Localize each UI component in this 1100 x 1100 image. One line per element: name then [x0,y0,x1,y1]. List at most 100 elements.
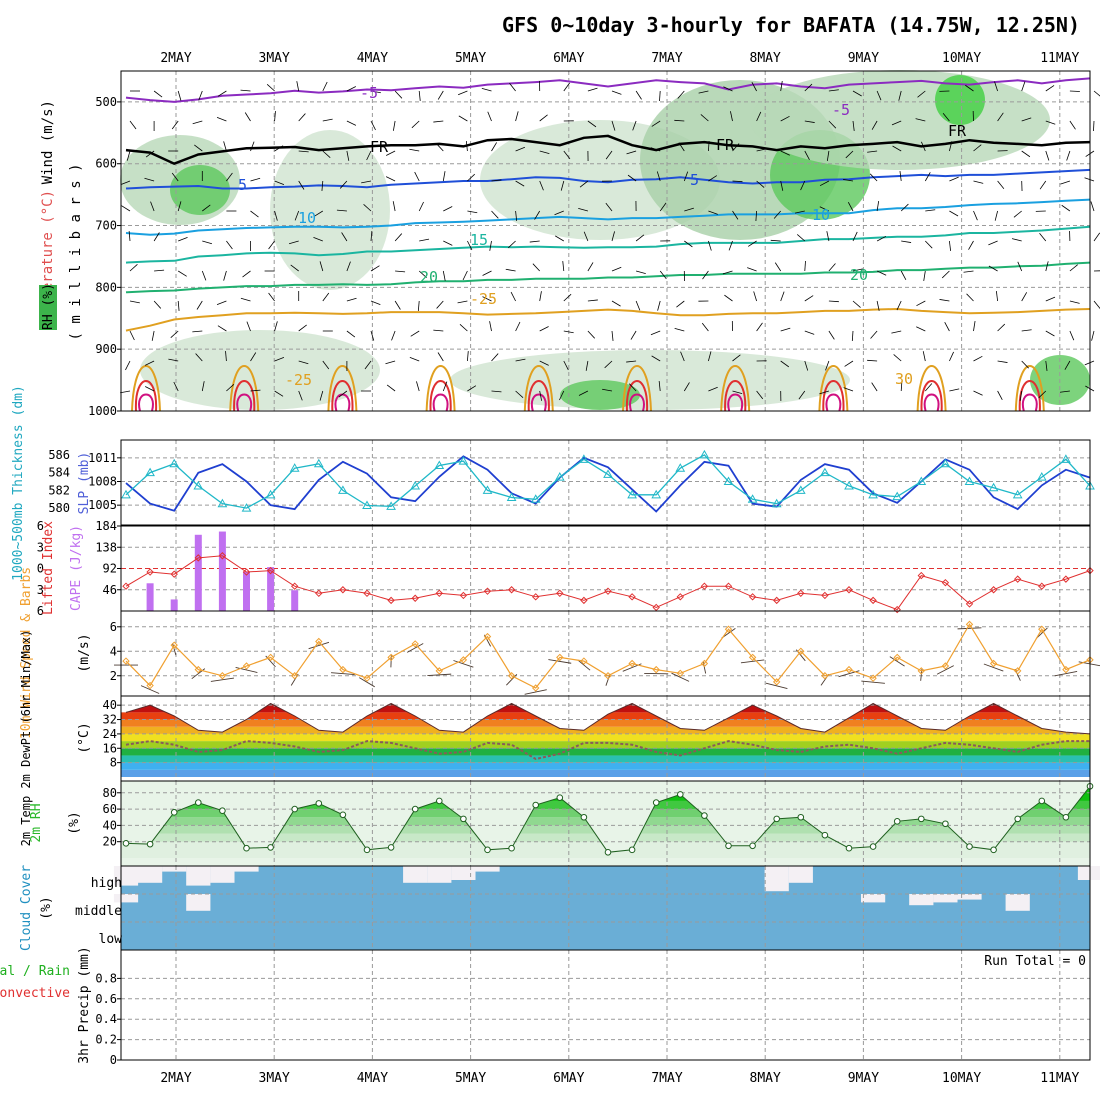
surface-contour [727,393,744,412]
wind-barb [1021,329,1032,332]
wind-barb [487,111,492,122]
wind-barb [409,148,420,152]
isotherm-label: 10 [298,209,316,227]
wind-barb [708,240,712,251]
top-date-label: 10MAY [942,51,981,66]
rh-blob [560,380,640,410]
wind-barb [409,357,420,362]
wind-barb [510,291,516,302]
thickness-point [1012,489,1023,499]
wind-barb [515,180,525,187]
wind-barb [1093,120,1095,132]
wind-barb [843,179,854,182]
wind-barb [563,360,569,371]
lifted-point [845,586,853,594]
rh-blob [270,130,390,290]
wind10m-point [772,678,781,686]
wind-barb [216,300,227,305]
cloud-label: Cloud Cover [19,865,34,951]
surface-contour [822,380,845,412]
wind-barb [966,293,974,302]
ytick-label: 138 [95,540,117,554]
wind-barb [539,114,548,122]
wind-barb [1069,300,1080,304]
wind-barb [825,360,830,371]
temp-band [121,748,1090,756]
wind-barb [290,264,299,272]
surface-contour [916,365,947,412]
wind-barb [178,237,188,242]
bottom-date-label: 8MAY [750,1071,781,1086]
thickness-tick: 586 [48,448,70,462]
wind-barb [611,231,615,242]
wind-barb [274,321,278,332]
wind-barb [997,390,1003,401]
lifted-point [676,593,685,601]
wind-barb [125,360,131,371]
wind-barb [370,300,381,305]
wind-barb [828,263,836,272]
wind-barb [869,173,878,182]
wind-barb [515,111,519,122]
wind-barb [313,237,323,242]
wind-barb [195,353,203,362]
ytick-label: 60 [103,802,117,816]
wind-barb [684,240,693,248]
surface-contour [236,393,253,412]
thickness-point [241,503,252,512]
wind-barb [419,238,430,242]
top-date-label: 11MAY [1040,51,1079,66]
wind-barb [1045,85,1055,92]
wind-barb [128,231,131,242]
thickness-tick: 580 [48,501,70,515]
wind-barb [587,330,596,339]
ytick-label: 4 [110,644,117,658]
temp-band [121,733,1090,742]
wind-barb [674,119,685,122]
lifted-point [965,600,974,608]
wind10m-barb [605,673,611,686]
wind10m-point [628,659,636,668]
wind-barb [828,120,837,129]
ytick-label: 2 [110,669,117,683]
cloud-cell [210,866,235,883]
wind-barb [467,210,478,214]
wind-barb [915,118,926,122]
wind-barb [322,81,328,92]
rh2m-grid [121,781,1090,866]
wind-barb [973,180,984,184]
wind-barb [941,270,950,279]
wind-barb [121,205,131,212]
wind-barb [202,240,213,245]
wind-barb [997,360,1008,363]
lifted-point [266,566,275,575]
lifted-tick: 6 [37,519,44,533]
upper-wind-label: Wind (m/s) [40,100,56,184]
wind-barb [361,180,372,184]
lifted-point [580,596,588,605]
thickness-point [820,467,830,477]
wind-barb [924,172,931,182]
wind-barb [924,383,933,392]
wind-barb [1061,204,1071,212]
slp-line [125,455,1091,513]
wind-barb [751,81,757,92]
wind10m-barb [483,634,492,647]
wind-barb [395,270,406,273]
wind-barb [585,360,589,371]
surface-contour [425,365,456,412]
wind-barb [223,141,227,152]
wind-barb [1045,150,1050,161]
ytick-label: 500 [95,95,117,109]
rh2m-point [363,846,371,854]
wind-barb [939,299,950,302]
wind-barb [973,210,978,221]
wind-barb [819,390,830,395]
wind-barb [250,141,255,152]
bottom-date-label: 10MAY [942,1071,981,1086]
rh2m-point [146,840,154,848]
wind-barb [583,231,589,242]
wind-barb [867,359,878,362]
wind-barb [611,266,622,272]
wind-barb [414,171,420,182]
